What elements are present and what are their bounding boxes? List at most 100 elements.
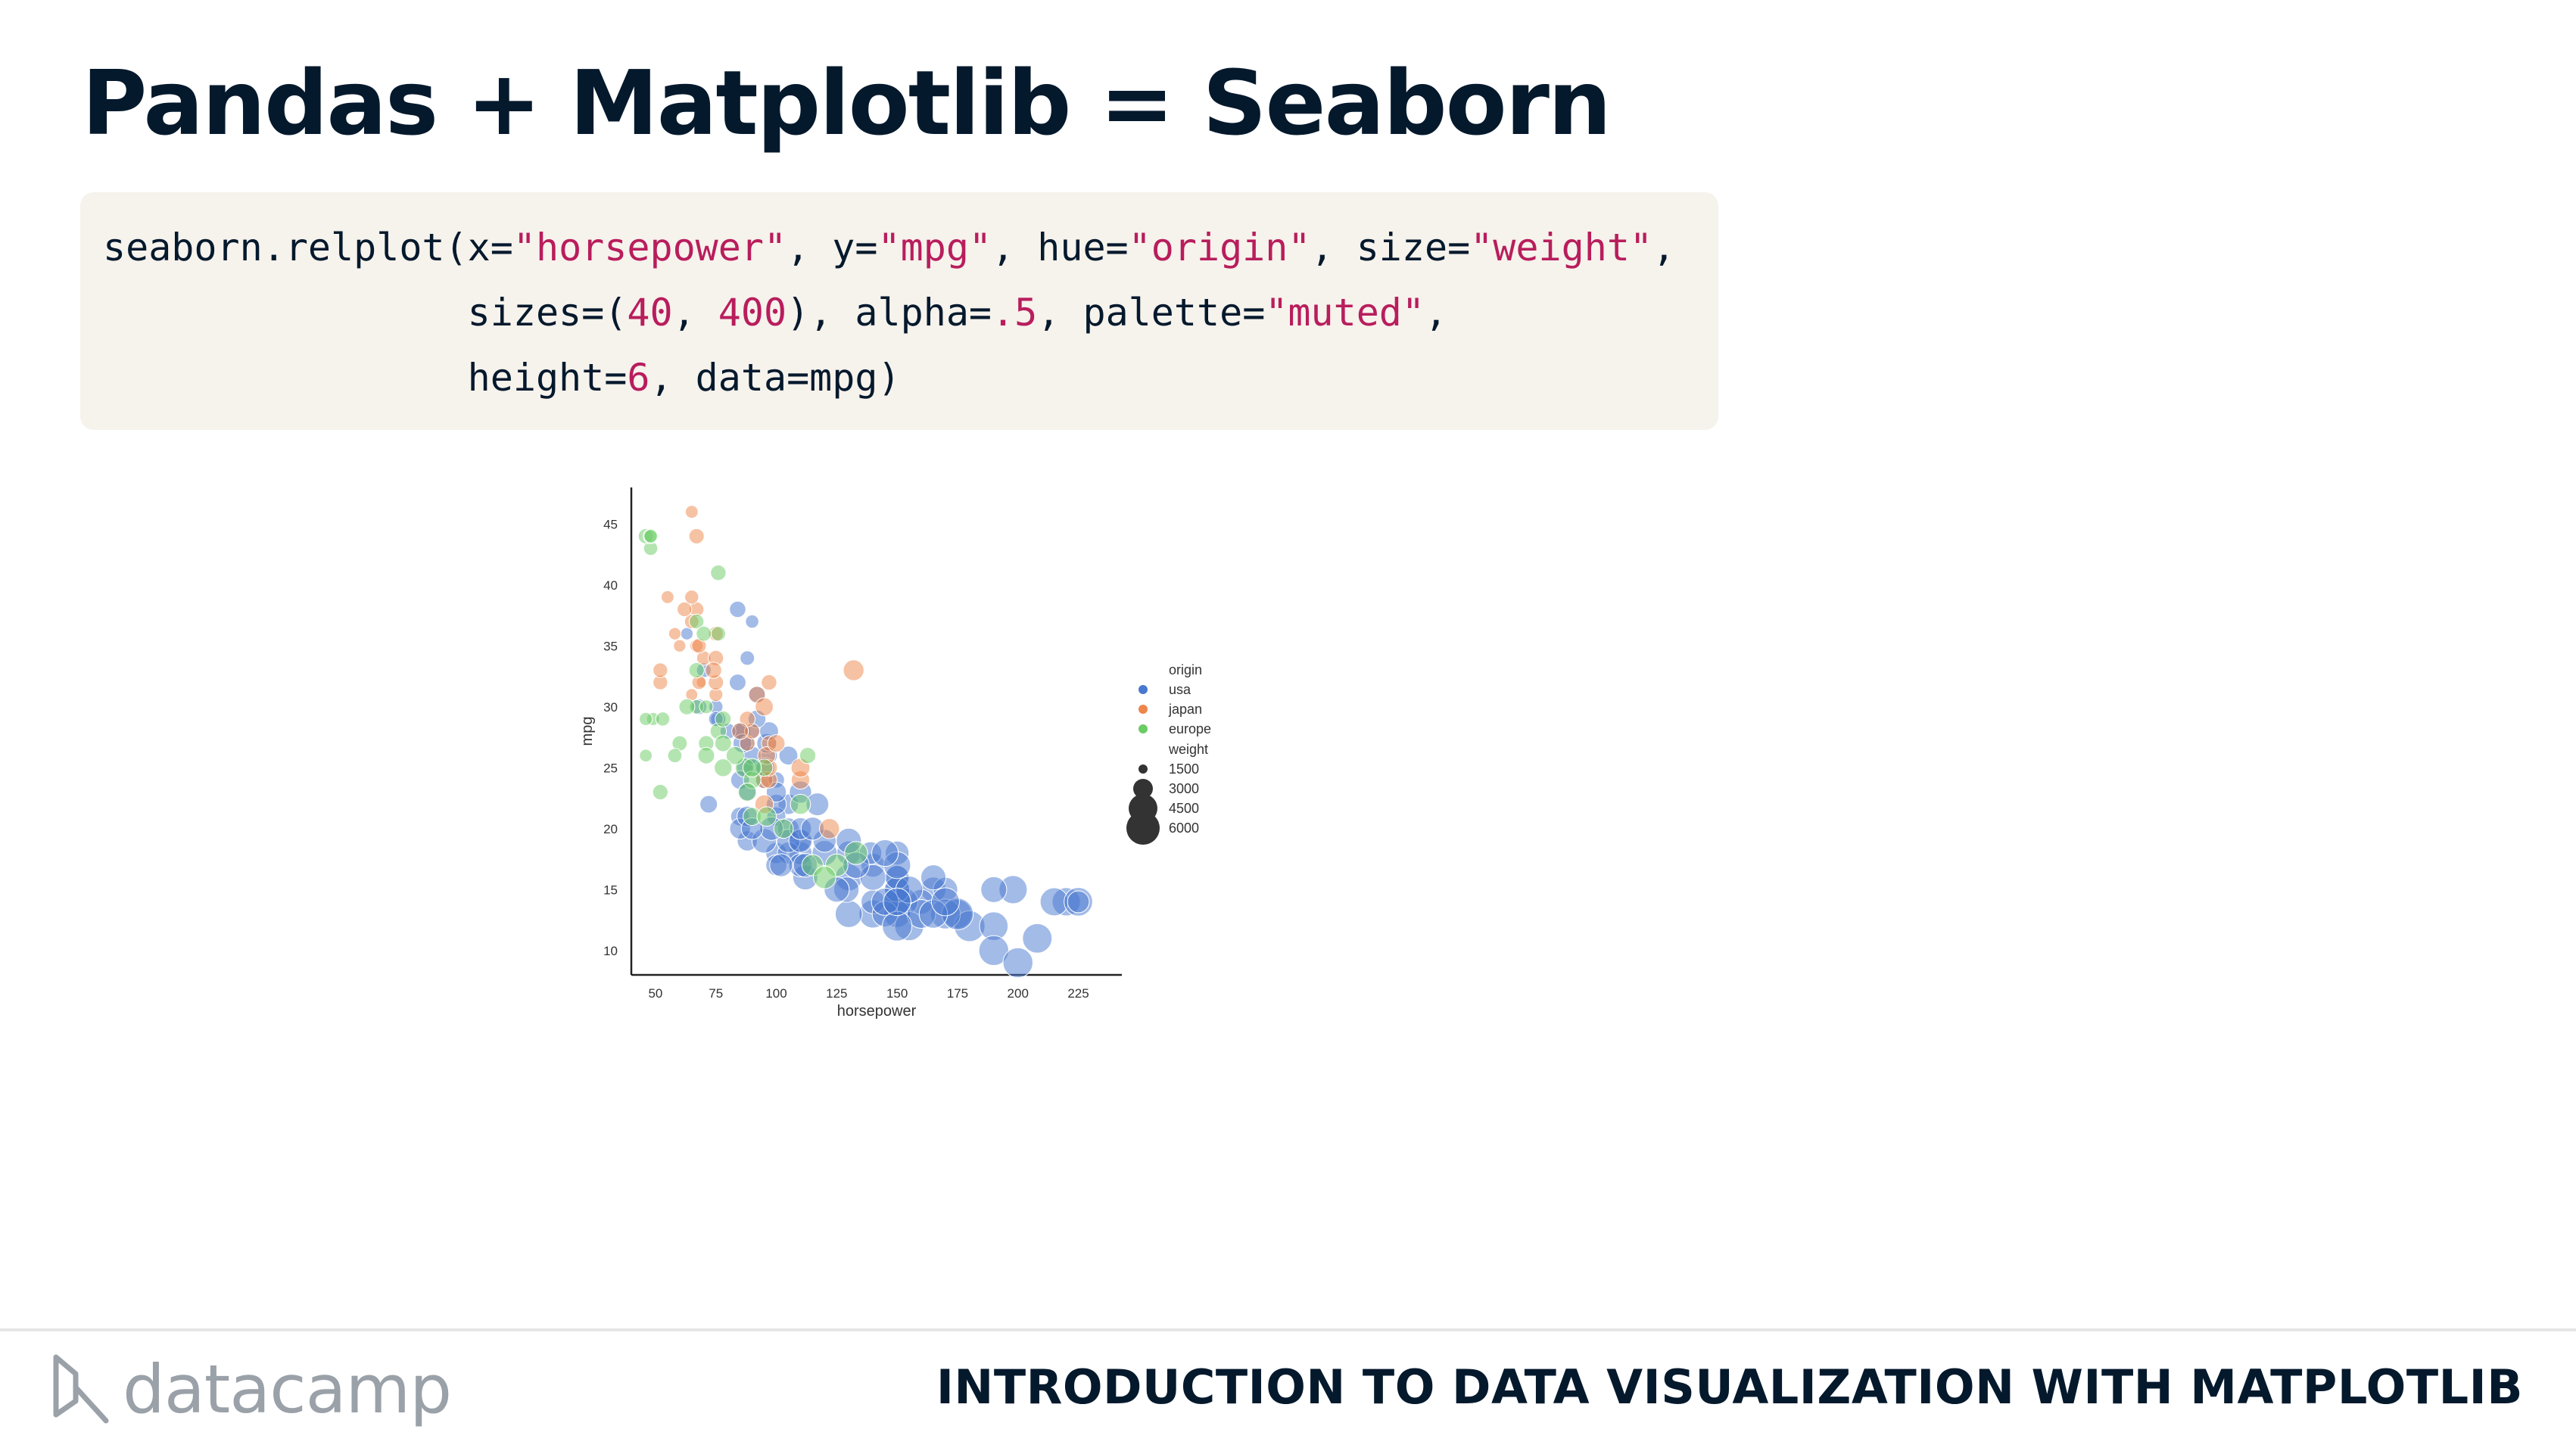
data-point-europe [655, 711, 671, 727]
data-point-usa [883, 887, 911, 917]
y-tick-label: 25 [603, 761, 618, 775]
data-point-japan [668, 627, 682, 640]
legend: origin usa japan europe weight 1500 3000 450… [1126, 662, 1211, 845]
data-point-usa [769, 853, 793, 877]
y-tick-label: 30 [603, 700, 618, 715]
y-axis-label: mpg [579, 717, 596, 746]
legend-size-label: 3000 [1169, 781, 1199, 796]
data-point-japan [688, 528, 705, 544]
legend-size-title: weight [1168, 742, 1208, 757]
data-point-japan [761, 674, 777, 691]
code-token: height= [103, 356, 628, 400]
data-point-europe [714, 758, 733, 777]
footer-divider [0, 1328, 2576, 1331]
x-tick-label: 200 [1008, 986, 1029, 1001]
code-token: , hue= [992, 226, 1129, 269]
data-point-europe [715, 710, 732, 727]
legend-hue-label: usa [1169, 682, 1191, 697]
legend-size-entries: 1500 3000 4500 6000 [1126, 761, 1199, 845]
data-point-europe [699, 699, 714, 715]
x-tick-label: 225 [1067, 986, 1089, 1001]
slide-title: Pandas + Matplotlib = Seaborn [82, 51, 1612, 155]
data-point-japan [818, 818, 840, 839]
data-point-usa [834, 900, 863, 928]
datacamp-logo[interactable]: datacamp [50, 1347, 452, 1431]
code-token: , size= [1310, 226, 1471, 269]
legend-hue-marker [1138, 705, 1148, 714]
legend-hue-marker [1138, 685, 1148, 694]
data-point-europe [678, 698, 696, 715]
code-line: sizes=(40, 400), alpha=.5, palette="mute… [103, 291, 1447, 335]
data-point-europe [742, 758, 762, 778]
code-block: seaborn.relplot(x="horsepower", y="mpg",… [80, 192, 1718, 430]
legend-hue-title: origin [1169, 662, 1202, 677]
code-token: , data=mpg) [649, 356, 901, 400]
legend-hue-label: europe [1169, 721, 1211, 736]
x-tick-label: 75 [709, 986, 723, 1001]
y-tick-label: 10 [603, 944, 618, 958]
code-token: , [1652, 226, 1676, 269]
data-point-europe [710, 564, 727, 581]
data-point-europe [688, 662, 705, 679]
data-point-usa [1067, 890, 1090, 914]
data-point-usa [871, 839, 899, 867]
code-token: , palette= [1037, 291, 1266, 335]
data-point-usa [745, 614, 759, 629]
x-tick-label: 125 [826, 986, 847, 1001]
code-token: sizes=( [103, 291, 628, 335]
data-point-usa [1002, 947, 1033, 979]
legend-hue-marker [1138, 724, 1148, 733]
x-tick-label: 100 [765, 986, 787, 1001]
legend-hue-label: japan [1168, 702, 1202, 717]
code-line: height=6, data=mpg) [103, 356, 901, 400]
data-point-japan [731, 722, 749, 740]
code-string: "mpg" [877, 226, 992, 269]
data-point-usa [778, 746, 799, 766]
data-point-usa [980, 876, 1008, 903]
data-point-japan [653, 662, 668, 678]
data-point-japan [705, 662, 722, 679]
data-point-europe [652, 783, 668, 801]
datacamp-logo-icon [53, 1354, 109, 1424]
x-tick-label: 50 [648, 986, 662, 1001]
x-tick-labels: 50 75 100 125 150 175 200 225 [648, 986, 1089, 1001]
datacamp-logo-text: datacamp [123, 1350, 452, 1428]
data-point-usa [699, 795, 718, 814]
legend-size-label: 4500 [1169, 801, 1199, 816]
data-point-usa [1022, 923, 1053, 954]
data-point-usa [680, 627, 694, 640]
data-point-europe [697, 746, 715, 764]
legend-size-marker [1138, 764, 1148, 774]
code-string: "horsepower" [512, 226, 787, 269]
legend-size-label: 6000 [1169, 820, 1199, 836]
data-point-japan [673, 639, 687, 652]
code-token: , [1425, 291, 1448, 335]
data-point-europe [737, 783, 757, 802]
data-point-europe [696, 625, 712, 642]
data-point-usa [930, 887, 960, 917]
data-point-japan [843, 659, 864, 681]
x-axis-label: horsepower [837, 1003, 917, 1020]
y-tick-label: 35 [603, 639, 618, 653]
data-point-europe [643, 529, 658, 543]
code-token: seaborn.relplot(x= [103, 226, 513, 269]
data-point-europe [710, 626, 727, 642]
code-line: seaborn.relplot(x="horsepower", y="mpg",… [103, 226, 1675, 269]
data-point-japan [660, 590, 674, 604]
code-string: "weight" [1470, 226, 1653, 269]
data-point-europe [756, 806, 777, 827]
data-point-europe [638, 711, 653, 727]
data-point-europe [667, 748, 683, 764]
data-point-usa [728, 674, 746, 692]
x-tick-label: 175 [947, 986, 968, 1001]
data-point-usa [920, 864, 947, 891]
data-point-europe [799, 747, 817, 764]
data-point-japan [684, 505, 699, 519]
code-token: ), alpha= [787, 291, 992, 335]
data-point-europe [714, 734, 732, 752]
code-number: 400 [718, 291, 787, 335]
data-point-europe [790, 793, 811, 815]
code-string: "muted" [1265, 291, 1425, 335]
legend-size-marker [1126, 811, 1160, 845]
